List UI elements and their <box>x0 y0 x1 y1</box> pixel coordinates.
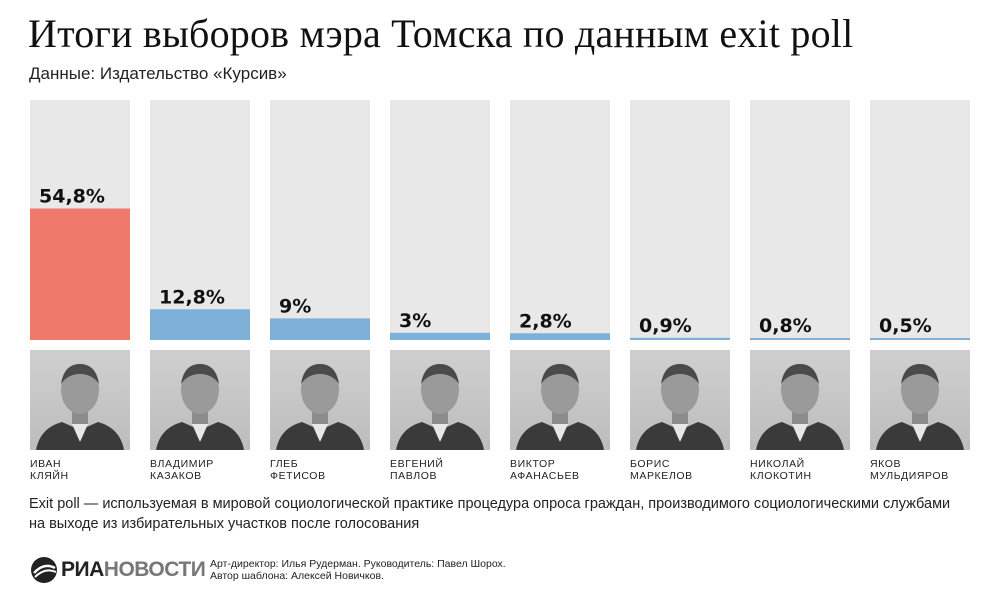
value-label-candidate-6: 0,9% <box>639 315 692 337</box>
candidate-first-name: Борис <box>630 458 671 470</box>
candidate-name: Евгений Павлов <box>390 458 500 482</box>
candidate-last-name: Кляйн <box>30 470 69 482</box>
candidate-photo <box>510 350 610 450</box>
credits: Арт-директор: Илья Рудерман. Руководител… <box>210 558 506 582</box>
candidate-last-name: Афанасьев <box>510 470 580 482</box>
value-label-candidate-4: 3% <box>399 310 431 332</box>
candidate-last-name: Маркелов <box>630 470 693 482</box>
credit-line-2: Автор шаблона: Алексей Новичков. <box>210 570 384 582</box>
value-label-candidate-8: 0,5% <box>879 315 932 337</box>
exit-poll-note: Exit poll — используемая в мировой социо… <box>29 496 951 532</box>
candidate-photo <box>390 350 490 450</box>
portrait-icon <box>756 364 844 450</box>
candidate-photo <box>150 350 250 450</box>
candidate-photo <box>870 350 970 450</box>
chart-subtitle: Данные: Издательство «Курсив» <box>29 64 287 83</box>
portrait-icon <box>636 364 724 450</box>
bar-chart: 54,8% 12,8% 9% 3% 2,8% 0,9% 0,8% 0,5% <box>30 100 970 340</box>
candidate-name: Глеб Фетисов <box>270 458 380 482</box>
bar-track-candidate-8 <box>870 100 970 340</box>
bar-candidate-3 <box>270 318 370 340</box>
candidate-photo <box>750 350 850 450</box>
bar-candidate-5 <box>510 333 610 340</box>
portrait-icon <box>396 364 484 450</box>
globe-icon <box>31 557 57 583</box>
portrait-icon <box>36 364 124 450</box>
portrait-icon <box>516 364 604 450</box>
portrait-icon <box>156 364 244 450</box>
candidate-last-name: Казаков <box>150 470 202 482</box>
bar-track-candidate-4 <box>390 100 490 340</box>
portrait-icon <box>876 364 964 450</box>
logo-wordmark: РИАНОВОСТИ <box>61 558 206 581</box>
bar-candidate-8 <box>870 338 970 340</box>
value-label-candidate-1: 54,8% <box>39 185 105 207</box>
candidate-name: Иван Кляйн <box>30 458 140 482</box>
portrait-icon <box>276 364 364 450</box>
value-label-candidate-2: 12,8% <box>159 286 225 308</box>
bar-candidate-1 <box>30 208 130 340</box>
candidate-name: Владимир Казаков <box>150 458 260 482</box>
candidate-first-name: Яков <box>870 458 902 470</box>
credit-line-1: Арт-директор: Илья Рудерман. Руководител… <box>210 558 506 570</box>
candidate-last-name: Фетисов <box>270 470 326 482</box>
bar-track-candidate-6 <box>630 100 730 340</box>
candidate-first-name: Николай <box>750 458 805 470</box>
candidate-first-name: Евгений <box>390 458 444 470</box>
candidate-photo <box>270 350 370 450</box>
candidate-photo <box>30 350 130 450</box>
candidate-first-name: Иван <box>30 458 62 470</box>
candidate-name: Борис Маркелов <box>630 458 740 482</box>
bar-track-candidate-7 <box>750 100 850 340</box>
bar-track-candidate-5 <box>510 100 610 340</box>
candidate-first-name: Виктор <box>510 458 556 470</box>
bar-candidate-2 <box>150 309 250 340</box>
bar-candidate-4 <box>390 332 490 340</box>
candidate-last-name: Клокотин <box>750 470 812 482</box>
candidate-last-name: Павлов <box>390 470 438 482</box>
value-label-candidate-5: 2,8% <box>519 310 572 332</box>
bar-candidate-7 <box>750 338 850 340</box>
candidate-name: Яков Мульдияров <box>870 458 980 482</box>
ria-novosti-logo: РИАНОВОСТИ <box>30 556 206 584</box>
candidate-last-name: Мульдияров <box>870 470 949 482</box>
chart-title: Итоги выборов мэра Томска по данным exit… <box>28 11 854 56</box>
bar-track-candidate-2 <box>150 100 250 340</box>
value-label-candidate-3: 9% <box>279 295 311 317</box>
value-label-candidate-7: 0,8% <box>759 315 812 337</box>
bar-candidate-6 <box>630 337 730 340</box>
candidate-first-name: Владимир <box>150 458 214 470</box>
candidate-first-name: Глеб <box>270 458 299 470</box>
candidate-photo <box>630 350 730 450</box>
candidate-name: Виктор Афанасьев <box>510 458 620 482</box>
bar-track-candidate-3 <box>270 100 370 340</box>
candidate-name: Николай Клокотин <box>750 458 860 482</box>
